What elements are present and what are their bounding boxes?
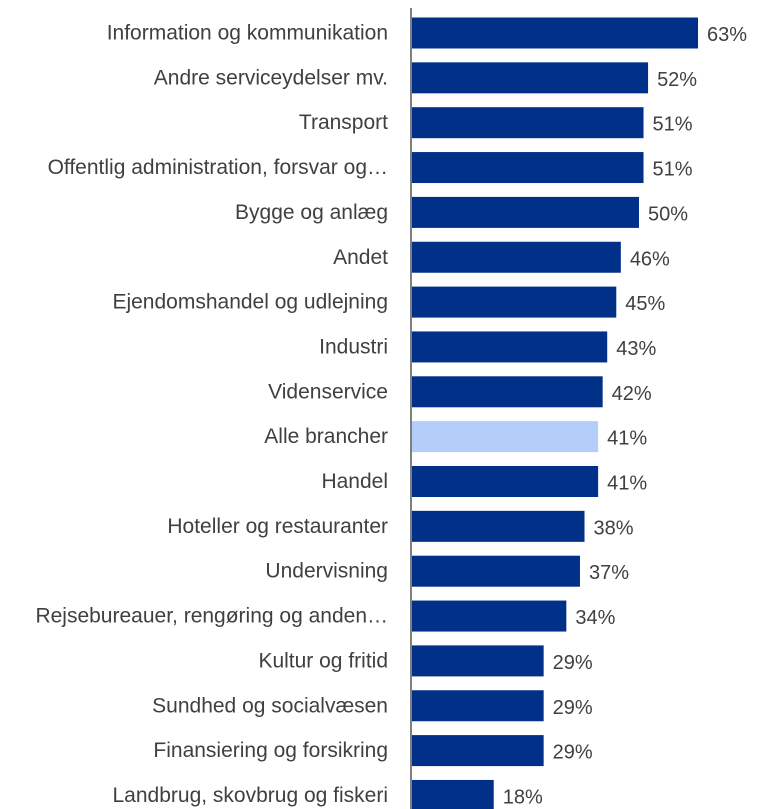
value-label-handel: 41% — [607, 473, 647, 495]
value-label-transport: 51% — [653, 114, 693, 136]
category-label-industri: Industri — [319, 335, 388, 358]
value-label-kultur-og-fritid: 29% — [553, 652, 593, 674]
value-labels-layer: 63% 52% 51% 51% 50% 46% 45% 43% 42% 41% 41% 38% 37% 3… — [503, 24, 748, 808]
category-label-offentlig-administration-forsvar-og: Offentlig administration, forsvar og… — [48, 156, 388, 179]
value-label-industri: 43% — [616, 338, 656, 360]
category-label-kultur-og-fritid: Kultur og fritid — [258, 649, 388, 672]
category-label-andet: Andet — [333, 246, 388, 269]
category-label-finansiering-og-forsikring: Finansiering og forsikring — [153, 739, 388, 762]
value-label-alle-brancher: 41% — [607, 428, 647, 450]
value-label-videnservice: 42% — [612, 383, 652, 405]
value-label-ejendomshandel-og-udlejning: 45% — [625, 293, 665, 315]
category-label-alle-brancher: Alle brancher — [264, 425, 388, 448]
bar-handel — [412, 466, 599, 497]
value-label-offentlig-administration-forsvar-og: 51% — [653, 159, 693, 181]
bar-andre-serviceydelser-mv — [412, 62, 649, 94]
value-label-andre-serviceydelser-mv: 52% — [657, 69, 697, 91]
bar-finansiering-og-forsikring — [412, 735, 544, 767]
category-label-bygge-og-anlaeg: Bygge og anlæg — [235, 201, 388, 224]
category-label-undervisning: Undervisning — [265, 560, 388, 583]
category-label-handel: Handel — [321, 470, 388, 493]
value-label-andet: 46% — [630, 248, 670, 270]
bar-andet — [412, 241, 621, 273]
category-label-andre-serviceydelser-mv: Andre serviceydelser mv. — [154, 66, 388, 89]
bar-bygge-og-anlaeg — [412, 196, 639, 228]
value-label-landbrug-skovbrug-og-fiskeri: 18% — [503, 786, 543, 808]
bars-layer — [412, 17, 698, 809]
bar-sundhed-og-socialvaesen — [412, 690, 544, 722]
value-label-undervisning: 37% — [589, 562, 629, 584]
value-label-rejsebureauer-rengoring-og-anden: 34% — [575, 607, 615, 629]
category-label-landbrug-skovbrug-og-fiskeri: Landbrug, skovbrug og fiskeri — [113, 784, 389, 807]
category-label-rejsebureauer-rengoring-og-anden: Rejsebureauer, rengøring og anden… — [35, 605, 388, 628]
value-label-bygge-og-anlaeg: 50% — [648, 203, 688, 225]
category-label-hoteller-og-restauranter: Hoteller og restauranter — [167, 515, 388, 538]
bar-kultur-og-fritid — [412, 645, 544, 677]
category-label-videnservice: Videnservice — [268, 380, 388, 403]
category-label-information-og-kommunikation: Information og kommunikation — [107, 22, 388, 45]
category-labels-layer: Information og kommunikation Andre servic… — [35, 22, 388, 807]
bar-videnservice — [412, 376, 603, 408]
bar-ejendomshandel-og-udlejning — [412, 286, 617, 318]
category-label-ejendomshandel-og-udlejning: Ejendomshandel og udlejning — [112, 291, 388, 314]
value-label-information-og-kommunikation: 63% — [707, 24, 747, 46]
value-label-hoteller-og-restauranter: 38% — [594, 517, 634, 539]
category-label-sundhed-og-socialvaesen: Sundhed og socialvæsen — [152, 694, 388, 717]
bar-industri — [412, 331, 608, 363]
bar-transport — [412, 107, 644, 139]
bar-information-og-kommunikation — [412, 17, 698, 49]
value-label-sundhed-og-socialvaesen: 29% — [553, 697, 593, 719]
bar-offentlig-administration-forsvar-og — [412, 152, 644, 184]
bar-undervisning — [412, 555, 580, 587]
bar-hoteller-og-restauranter — [412, 510, 585, 542]
category-label-transport: Transport — [299, 111, 388, 134]
bar-landbrug-skovbrug-og-fiskeri — [412, 779, 494, 809]
bar-rejsebureauer-rengoring-og-anden — [412, 600, 567, 632]
value-label-finansiering-og-forsikring: 29% — [553, 742, 593, 764]
bar-alle-brancher — [412, 421, 599, 453]
